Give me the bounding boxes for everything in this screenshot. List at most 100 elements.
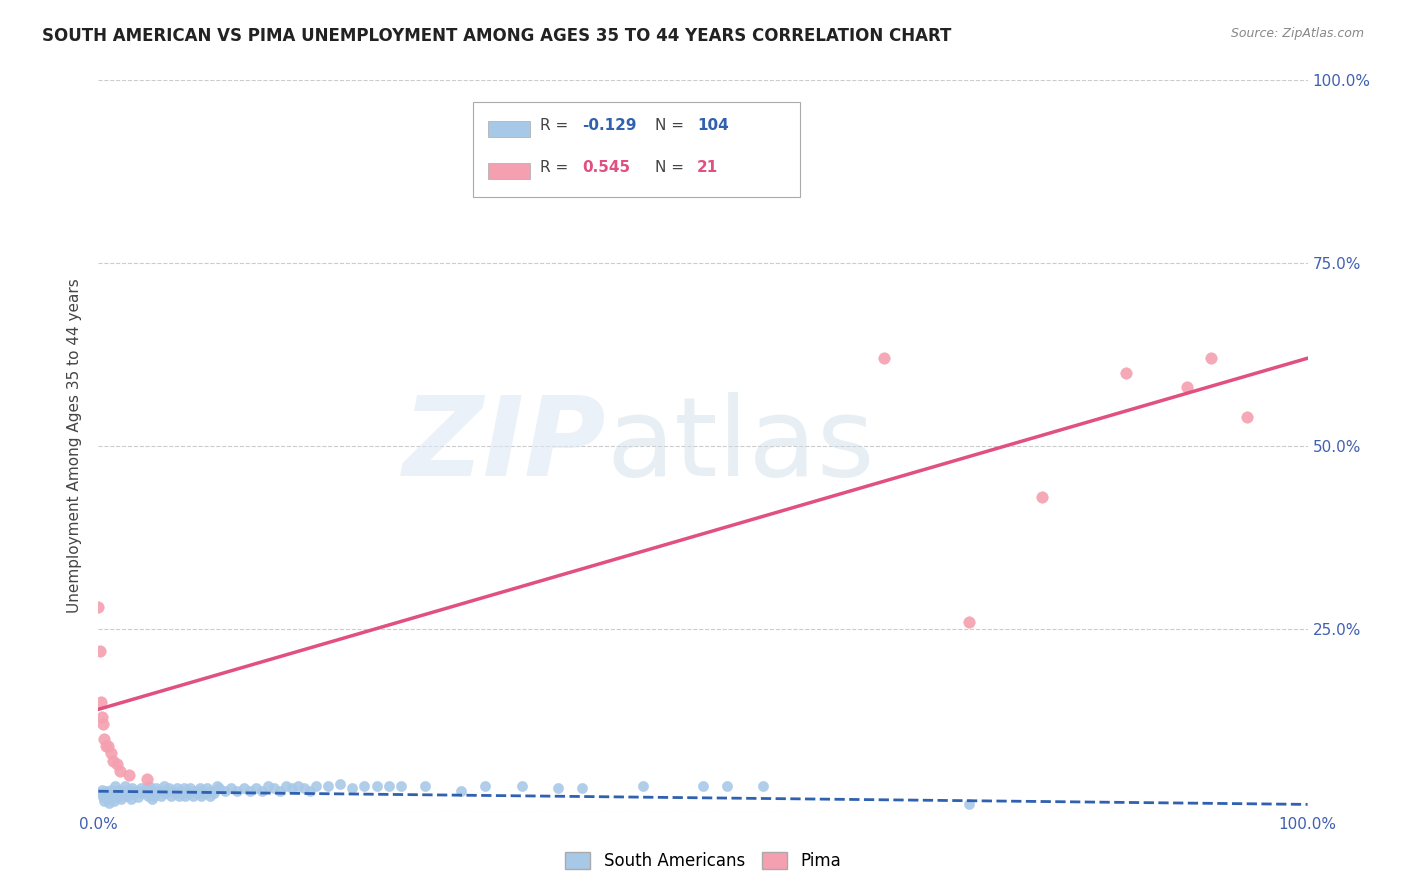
Text: Source: ZipAtlas.com: Source: ZipAtlas.com [1230,27,1364,40]
Point [127,784,149,798]
Point [239,784,262,798]
Point [93,794,115,808]
Point [342,781,364,796]
Point [177,787,200,801]
Point [118,768,141,782]
Point [184,784,207,798]
Legend: South Americans, Pima: South Americans, Pima [558,845,848,877]
Point [190,789,212,803]
Point [157,781,180,796]
Text: N =: N = [655,160,689,175]
Point [150,789,173,803]
Point [139,787,162,801]
Point [162,784,184,798]
Point [91,790,114,805]
Point [194,787,217,801]
Point [107,790,129,805]
Point [108,764,131,779]
FancyBboxPatch shape [488,162,530,178]
Point [510,779,533,793]
Point [198,789,221,803]
Point [169,784,191,798]
Point [97,739,120,753]
Point [179,781,201,796]
Point [571,781,593,796]
Point [103,794,125,808]
Text: atlas: atlas [606,392,875,500]
Point [91,709,114,723]
FancyBboxPatch shape [474,103,800,197]
Point [957,615,980,629]
Point [195,781,218,796]
Point [148,784,170,798]
Point [226,784,249,798]
Point [165,787,187,801]
Point [94,784,117,798]
Point [256,779,278,793]
Point [316,779,339,793]
Text: R =: R = [540,160,572,175]
Point [245,781,267,796]
Point [91,717,114,731]
Point [413,779,436,793]
Point [174,789,197,803]
Point [89,644,111,658]
Point [127,790,149,805]
Point [201,784,224,798]
Text: 21: 21 [697,160,718,175]
Point [160,789,183,803]
Point [1115,366,1137,380]
Point [105,787,128,801]
Point [120,791,142,805]
Point [108,782,131,797]
Point [450,784,472,798]
Point [142,784,165,798]
Point [110,791,132,805]
Point [98,796,121,810]
Point [108,789,131,803]
Point [152,779,174,793]
Point [366,779,388,793]
Point [299,784,322,798]
Point [117,789,139,803]
Point [752,779,775,793]
Point [281,781,304,796]
Point [172,787,194,801]
Point [274,779,297,793]
Point [205,779,228,793]
Point [191,784,214,798]
Text: ZIP: ZIP [402,392,606,500]
Point [692,779,714,793]
Point [129,781,152,796]
Text: SOUTH AMERICAN VS PIMA UNEMPLOYMENT AMONG AGES 35 TO 44 YEARS CORRELATION CHART: SOUTH AMERICAN VS PIMA UNEMPLOYMENT AMON… [42,27,952,45]
Point [100,782,122,797]
Point [389,779,412,793]
Point [1175,380,1198,394]
Point [145,781,167,796]
Point [93,731,115,746]
Point [153,787,176,801]
Point [135,772,157,786]
Point [143,789,166,803]
Point [187,787,209,801]
Point [141,791,163,805]
Point [169,789,191,803]
Point [124,787,146,801]
Point [204,787,226,801]
Point [263,781,285,796]
Point [188,781,211,796]
Point [97,791,120,805]
Point [104,779,127,793]
Point [377,779,399,793]
Point [232,781,254,796]
Point [135,781,157,796]
Point [155,784,177,798]
Point [138,779,160,793]
Point [101,754,124,768]
Text: 104: 104 [697,118,728,133]
Point [134,784,156,798]
Point [474,779,496,793]
Point [101,790,124,805]
Point [176,784,198,798]
Point [118,782,141,797]
